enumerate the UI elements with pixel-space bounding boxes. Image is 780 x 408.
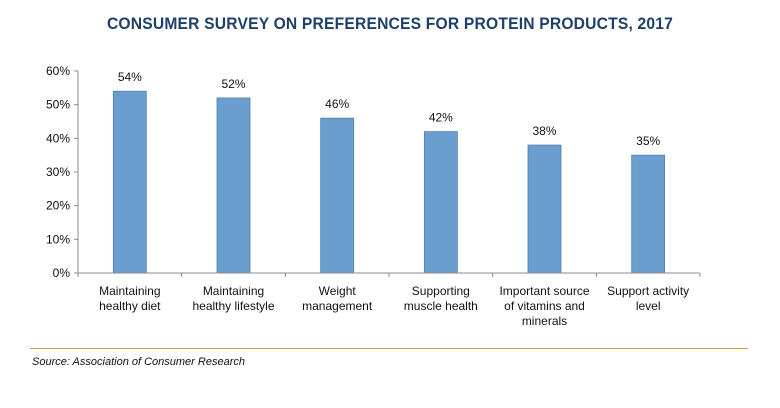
bar [112,90,147,274]
source-note: Source: Association of Consumer Research [32,356,245,368]
y-tick-label: 60% [46,64,70,78]
y-tick-label: 20% [46,199,70,213]
data-label: 54% [118,70,142,84]
x-tick-label: Maintaining healthy lifestyle [192,284,274,313]
data-label: 42% [429,111,453,125]
chart-title: CONSUMER SURVEY ON PREFERENCES FOR PROTE… [106,14,674,33]
data-label: 52% [221,77,245,91]
bar-chart: 0%10%20%30%40%50%60% 54% 52%46%42%38%35% … [46,64,701,328]
source-divider [30,348,748,349]
bar [320,117,355,274]
x-tick-label: Maintaining healthy diet [99,284,161,313]
x-axis: Maintaining healthy diet Maintaining health… [77,272,701,328]
y-tick-label: 50% [46,98,70,112]
x-tick-label: Support activity level [607,284,689,313]
bar [527,144,562,274]
y-axis: 0% 10% 20% 30% 40% 50% 60% [46,64,79,280]
y-tick-label: 30% [46,165,70,179]
bars: 54% 52% 46% 42% 38% 35% [112,70,666,274]
x-tick-label: Important source of vitamins and minerals [499,284,589,328]
y-tick-label: 10% [46,232,70,246]
bar [216,97,251,274]
bar [631,154,666,274]
x-tick-label: Supporting muscle health [404,284,478,313]
y-tick-label: 0% [53,266,71,280]
data-label: 46% [325,97,349,111]
y-tick-label: 40% [46,131,70,145]
x-tick-label: Weight management [302,284,373,313]
data-label: 35% [636,134,660,148]
bar [423,131,458,274]
data-label: 38% [532,124,556,138]
